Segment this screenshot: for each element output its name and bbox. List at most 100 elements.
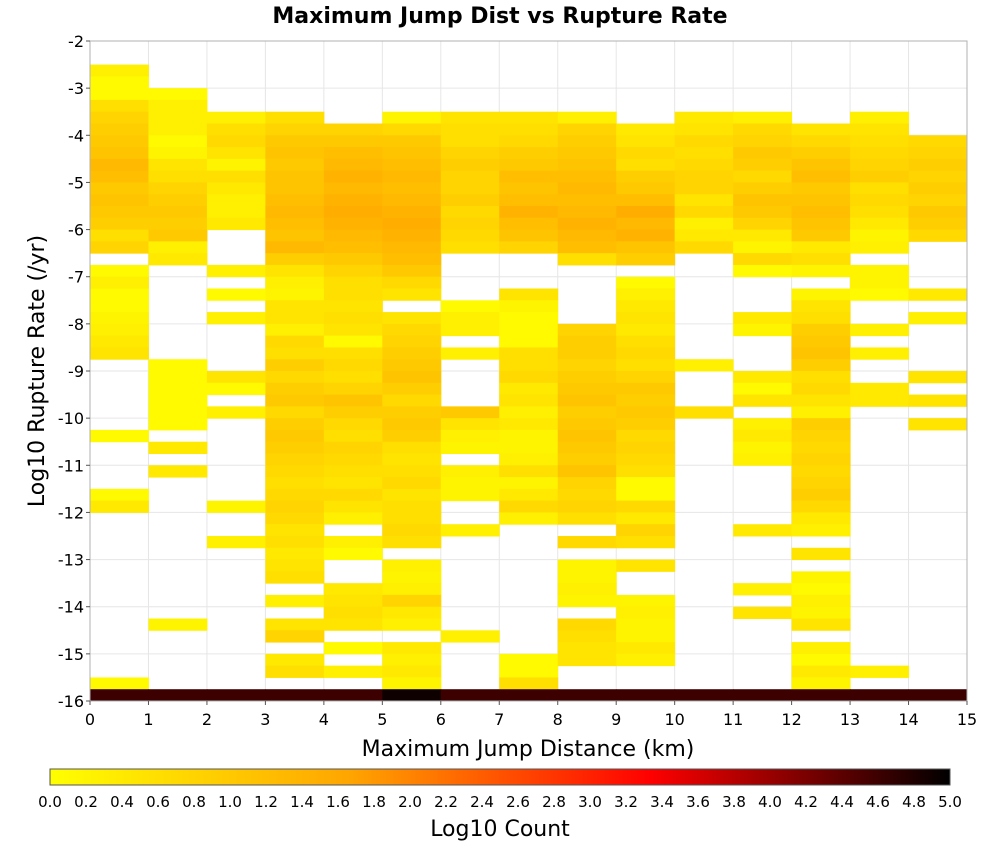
- heatmap-cell: [265, 335, 325, 348]
- heatmap-cell: [265, 418, 325, 431]
- colorbar-tick-label: 2.2: [434, 793, 458, 811]
- y-axis-ticks: -2 -3 -4 -5 -6 -7 -8 -9 -10 -11 -12 -13 -14 -15 -16: [58, 32, 90, 711]
- heatmap-cell: [90, 429, 149, 443]
- heatmap-cell: [382, 571, 442, 584]
- heatmap-cell: [148, 465, 208, 478]
- heatmap-cell: [557, 559, 617, 572]
- heatmap-cell: [90, 182, 149, 195]
- heatmap-cell: [323, 594, 383, 608]
- heatmap-cell: [90, 689, 149, 702]
- heatmap-cell: [791, 253, 851, 266]
- heatmap-cell: [323, 453, 383, 466]
- heatmap-cell: [733, 111, 793, 124]
- heatmap-cell: [791, 571, 851, 584]
- heatmap-cell: [791, 418, 851, 431]
- heatmap-cell: [791, 394, 851, 407]
- heatmap-cell: [499, 689, 559, 702]
- x-tick-label: 9: [611, 710, 621, 729]
- y-tick-label: -2: [68, 32, 84, 51]
- heatmap-cell: [440, 312, 500, 325]
- heatmap-cell: [265, 359, 325, 372]
- heatmap-cell: [382, 512, 442, 525]
- x-tick-label: 4: [319, 710, 329, 729]
- heatmap-cells: [90, 64, 968, 702]
- heatmap-cell: [557, 147, 617, 160]
- heatmap-cell: [908, 689, 968, 702]
- heatmap-cell: [90, 264, 149, 278]
- heatmap-cell: [557, 429, 617, 443]
- heatmap-cell: [382, 147, 442, 160]
- heatmap-cell: [733, 229, 793, 242]
- heatmap-cell: [557, 123, 617, 136]
- colorbar: [49, 768, 951, 786]
- heatmap-cell: [791, 500, 851, 513]
- heatmap-cell: [382, 406, 442, 419]
- heatmap-cell: [616, 288, 676, 301]
- heatmap-cell: [382, 689, 442, 702]
- y-tick-label: -7: [68, 268, 84, 287]
- heatmap-cell: [499, 371, 559, 384]
- heatmap-cell: [265, 371, 325, 384]
- heatmap-cell: [616, 453, 676, 466]
- heatmap-cell: [557, 382, 617, 396]
- heatmap-cell: [557, 536, 617, 549]
- heatmap-cell: [90, 194, 149, 207]
- x-axis-ticks: 0 1 2 3 4 5 6 7 8 9 10 11 12 13 14 15: [85, 701, 977, 729]
- heatmap-cell: [323, 135, 383, 148]
- heatmap-cell: [733, 418, 793, 431]
- heatmap-cell: [148, 123, 208, 136]
- heatmap-cell: [557, 394, 617, 407]
- heatmap-cell: [499, 182, 559, 195]
- heatmap-cell: [382, 642, 442, 655]
- x-tick-label: 1: [143, 710, 153, 729]
- heatmap-cell: [674, 194, 734, 207]
- heatmap-cell: [323, 206, 383, 219]
- heatmap-cell: [323, 276, 383, 289]
- heatmap-cell: [499, 441, 559, 454]
- heatmap-cell: [382, 276, 442, 289]
- heatmap-cell: [382, 465, 442, 478]
- heatmap-cell: [791, 241, 851, 254]
- heatmap-cell: [90, 158, 149, 172]
- heatmap-cell: [323, 583, 383, 596]
- colorbar-tick-label: 4.0: [758, 793, 782, 811]
- heatmap-cell: [323, 182, 383, 195]
- y-tick-label: -16: [58, 692, 84, 711]
- heatmap-cell: [382, 241, 442, 254]
- heatmap-cell: [382, 206, 442, 219]
- heatmap-cell: [557, 453, 617, 466]
- colorbar-tick-label: 2.8: [542, 793, 566, 811]
- heatmap-cell: [733, 453, 793, 466]
- heatmap-cell: [382, 418, 442, 431]
- heatmap-cell: [323, 665, 383, 678]
- heatmap-cell: [616, 465, 676, 478]
- heatmap-cell: [265, 347, 325, 360]
- heatmap-cell: [323, 418, 383, 431]
- heatmap-cell: [206, 170, 266, 183]
- heatmap-cell: [148, 406, 208, 419]
- heatmap-cell: [674, 206, 734, 219]
- heatmap-cell: [323, 288, 383, 301]
- heatmap-cell: [382, 359, 442, 372]
- colorbar-tick-label: 2.6: [506, 793, 530, 811]
- heatmap-cell: [557, 170, 617, 183]
- heatmap-cell: [499, 312, 559, 325]
- heatmap-cell: [206, 111, 266, 124]
- colorbar-tick-label: 3.8: [722, 793, 746, 811]
- heatmap-cell: [382, 559, 442, 572]
- heatmap-cell: [148, 206, 208, 219]
- heatmap-cell: [382, 135, 442, 148]
- heatmap-cell: [265, 429, 325, 443]
- heatmap-cell: [616, 158, 676, 172]
- heatmap-cell: [908, 229, 968, 242]
- heatmap-cell: [791, 264, 851, 278]
- heatmap-cell: [440, 123, 500, 136]
- heatmap-cell: [90, 288, 149, 301]
- x-tick-label: 12: [781, 710, 801, 729]
- heatmap-cell: [265, 276, 325, 289]
- heatmap-cell: [265, 547, 325, 561]
- heatmap-cell: [733, 147, 793, 160]
- heatmap-cell: [265, 170, 325, 183]
- x-tick-label: 13: [840, 710, 860, 729]
- colorbar-tick-label: 3.6: [686, 793, 710, 811]
